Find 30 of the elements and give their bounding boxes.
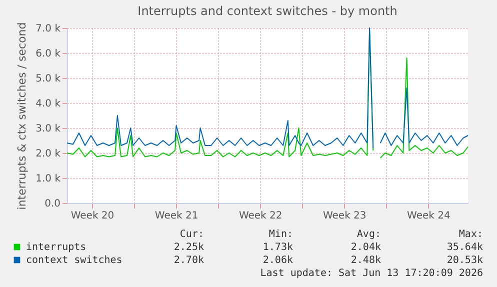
x-tick-label: Week 22 [238, 210, 282, 222]
legend-label: context switches [26, 255, 122, 266]
text: 20.53k [446, 255, 483, 266]
x-tick-label: Week 20 [70, 210, 114, 222]
legend-label: interrupts [26, 242, 86, 253]
chart-title: Interrupts and context switches - by month [138, 4, 398, 18]
x-tick-label: Week 21 [154, 210, 198, 222]
y-tick-label: 5.0 k [36, 74, 61, 84]
text: 2.48k [350, 255, 381, 266]
text: Min: [268, 229, 293, 240]
text: Last update: Sat Jun 13 17:20:09 2026 [260, 268, 483, 279]
text: Cur: [180, 229, 204, 240]
y-tick-label: 1.0 k [36, 174, 61, 184]
text: 1.73k [262, 242, 293, 253]
y-tick-label: 7.0 k [36, 24, 61, 34]
text: 35.64k [446, 242, 483, 253]
x-tick-label: Week 23 [322, 210, 366, 222]
y-tick-label: 6.0 k [36, 48, 61, 60]
text: 2.70k [174, 255, 204, 266]
y-tick-label: 4.0 k [36, 98, 61, 110]
text: Max: [458, 229, 483, 240]
y-tick-label: 3.0 k [36, 124, 61, 134]
y-tick-label: 2.0 k [36, 148, 61, 160]
text: 2.06k [262, 255, 293, 266]
text: Avg: [356, 229, 381, 240]
text: 2.25k [174, 242, 204, 253]
text: 2.04k [350, 242, 381, 253]
y-axis-title: interrupts & ctx switches / second [16, 22, 29, 210]
y-tick-label: 0.0 [44, 198, 60, 210]
x-tick-label: Week 24 [407, 210, 450, 222]
